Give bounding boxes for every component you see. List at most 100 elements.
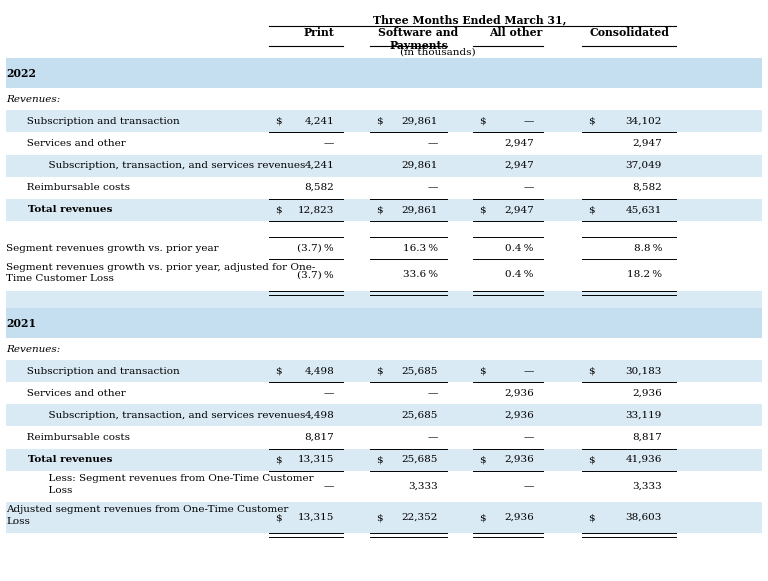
Text: 30,183: 30,183 [626,367,662,376]
Text: $: $ [588,117,595,126]
Bar [6,360,762,382]
Text: 8,817: 8,817 [304,433,334,442]
Text: 25,685: 25,685 [402,455,438,464]
Text: 22,352: 22,352 [402,513,438,522]
Text: 2021: 2021 [6,318,36,328]
Text: 37,049: 37,049 [626,161,662,170]
Text: 29,861: 29,861 [402,205,438,214]
Text: —: — [427,389,438,398]
Text: $: $ [275,513,282,522]
Text: 2,947: 2,947 [504,139,534,148]
Text: —: — [523,482,534,491]
Text: 25,685: 25,685 [402,367,438,376]
Text: $: $ [588,367,595,376]
Text: 4,498: 4,498 [304,411,334,420]
Text: Services and other: Services and other [17,389,126,398]
Text: $: $ [275,367,282,376]
Text: 45,631: 45,631 [626,205,662,214]
Text: 29,861: 29,861 [402,161,438,170]
Text: 2,947: 2,947 [504,161,534,170]
Text: 33.6 %: 33.6 % [402,270,438,279]
Text: Revenues:: Revenues: [6,95,61,104]
Text: Total revenues: Total revenues [17,455,112,464]
Text: —: — [323,139,334,148]
Text: $: $ [479,455,486,464]
Bar [6,449,762,471]
Text: $: $ [376,455,383,464]
Text: Subscription, transaction, and services revenues: Subscription, transaction, and services … [29,411,306,420]
Text: 4,241: 4,241 [304,161,334,170]
Text: All other: All other [489,27,543,38]
Text: $: $ [275,117,282,126]
Text: $: $ [588,205,595,214]
Text: 0.4 %: 0.4 % [505,270,534,279]
Text: $: $ [588,455,595,464]
Text: 38,603: 38,603 [626,513,662,522]
Text: —: — [427,139,438,148]
Bar [6,338,762,360]
Bar [6,88,762,110]
Text: 29,861: 29,861 [402,117,438,126]
Text: 25,685: 25,685 [402,411,438,420]
Text: 2,936: 2,936 [504,411,534,420]
Text: 8,582: 8,582 [632,183,662,192]
Bar [6,221,762,237]
Text: 2022: 2022 [6,68,36,78]
Text: —: — [523,117,534,126]
Text: —: — [523,183,534,192]
Bar [6,502,762,533]
Text: $: $ [275,205,282,214]
Bar [6,58,762,88]
Text: Reimbursable costs: Reimbursable costs [17,183,130,192]
Text: (in thousands): (in thousands) [400,47,475,56]
Text: 2,947: 2,947 [504,205,534,214]
Text: Software and
Payments: Software and Payments [379,27,458,51]
Text: Subscription, transaction, and services revenues: Subscription, transaction, and services … [29,161,306,170]
Text: 2,936: 2,936 [504,455,534,464]
Text: —: — [323,482,334,491]
Text: $: $ [479,513,486,522]
Bar [6,177,762,199]
Text: 2,947: 2,947 [632,139,662,148]
Text: $: $ [376,367,383,376]
Text: Revenues:: Revenues: [6,345,61,354]
Text: 41,936: 41,936 [626,455,662,464]
Text: (3.7) %: (3.7) % [297,243,334,253]
Bar [6,426,762,449]
Bar [6,404,762,426]
Text: 13,315: 13,315 [298,455,334,464]
Bar [6,308,762,338]
Bar [6,237,762,259]
Text: $: $ [479,367,486,376]
Text: Less: Segment revenues from One-Time Customer
      Loss: Less: Segment revenues from One-Time Cus… [29,474,314,495]
Text: $: $ [376,117,383,126]
Text: 8,817: 8,817 [632,433,662,442]
Text: —: — [523,433,534,442]
Text: Segment revenues growth vs. prior year: Segment revenues growth vs. prior year [6,243,219,253]
Text: 3,333: 3,333 [632,482,662,491]
Bar [6,259,762,290]
Text: Subscription and transaction: Subscription and transaction [17,117,180,126]
Text: $: $ [376,513,383,522]
Text: 3,333: 3,333 [408,482,438,491]
Text: 0.4 %: 0.4 % [505,243,534,253]
Text: Reimbursable costs: Reimbursable costs [17,433,130,442]
Bar [6,110,762,132]
Text: 16.3 %: 16.3 % [402,243,438,253]
Text: —: — [427,433,438,442]
Text: Segment revenues growth vs. prior year, adjusted for One-
Time Customer Loss: Segment revenues growth vs. prior year, … [6,263,316,284]
Text: —: — [323,389,334,398]
Text: 4,241: 4,241 [304,117,334,126]
Bar [6,155,762,177]
Bar [6,382,762,404]
Text: (3.7) %: (3.7) % [297,270,334,279]
Text: Total revenues: Total revenues [17,205,112,214]
Text: 2,936: 2,936 [504,513,534,522]
Text: —: — [427,183,438,192]
Text: $: $ [376,205,383,214]
Text: 13,315: 13,315 [298,513,334,522]
Text: Subscription and transaction: Subscription and transaction [17,367,180,376]
Text: 2,936: 2,936 [504,389,534,398]
Bar [6,471,762,502]
Text: —: — [523,367,534,376]
